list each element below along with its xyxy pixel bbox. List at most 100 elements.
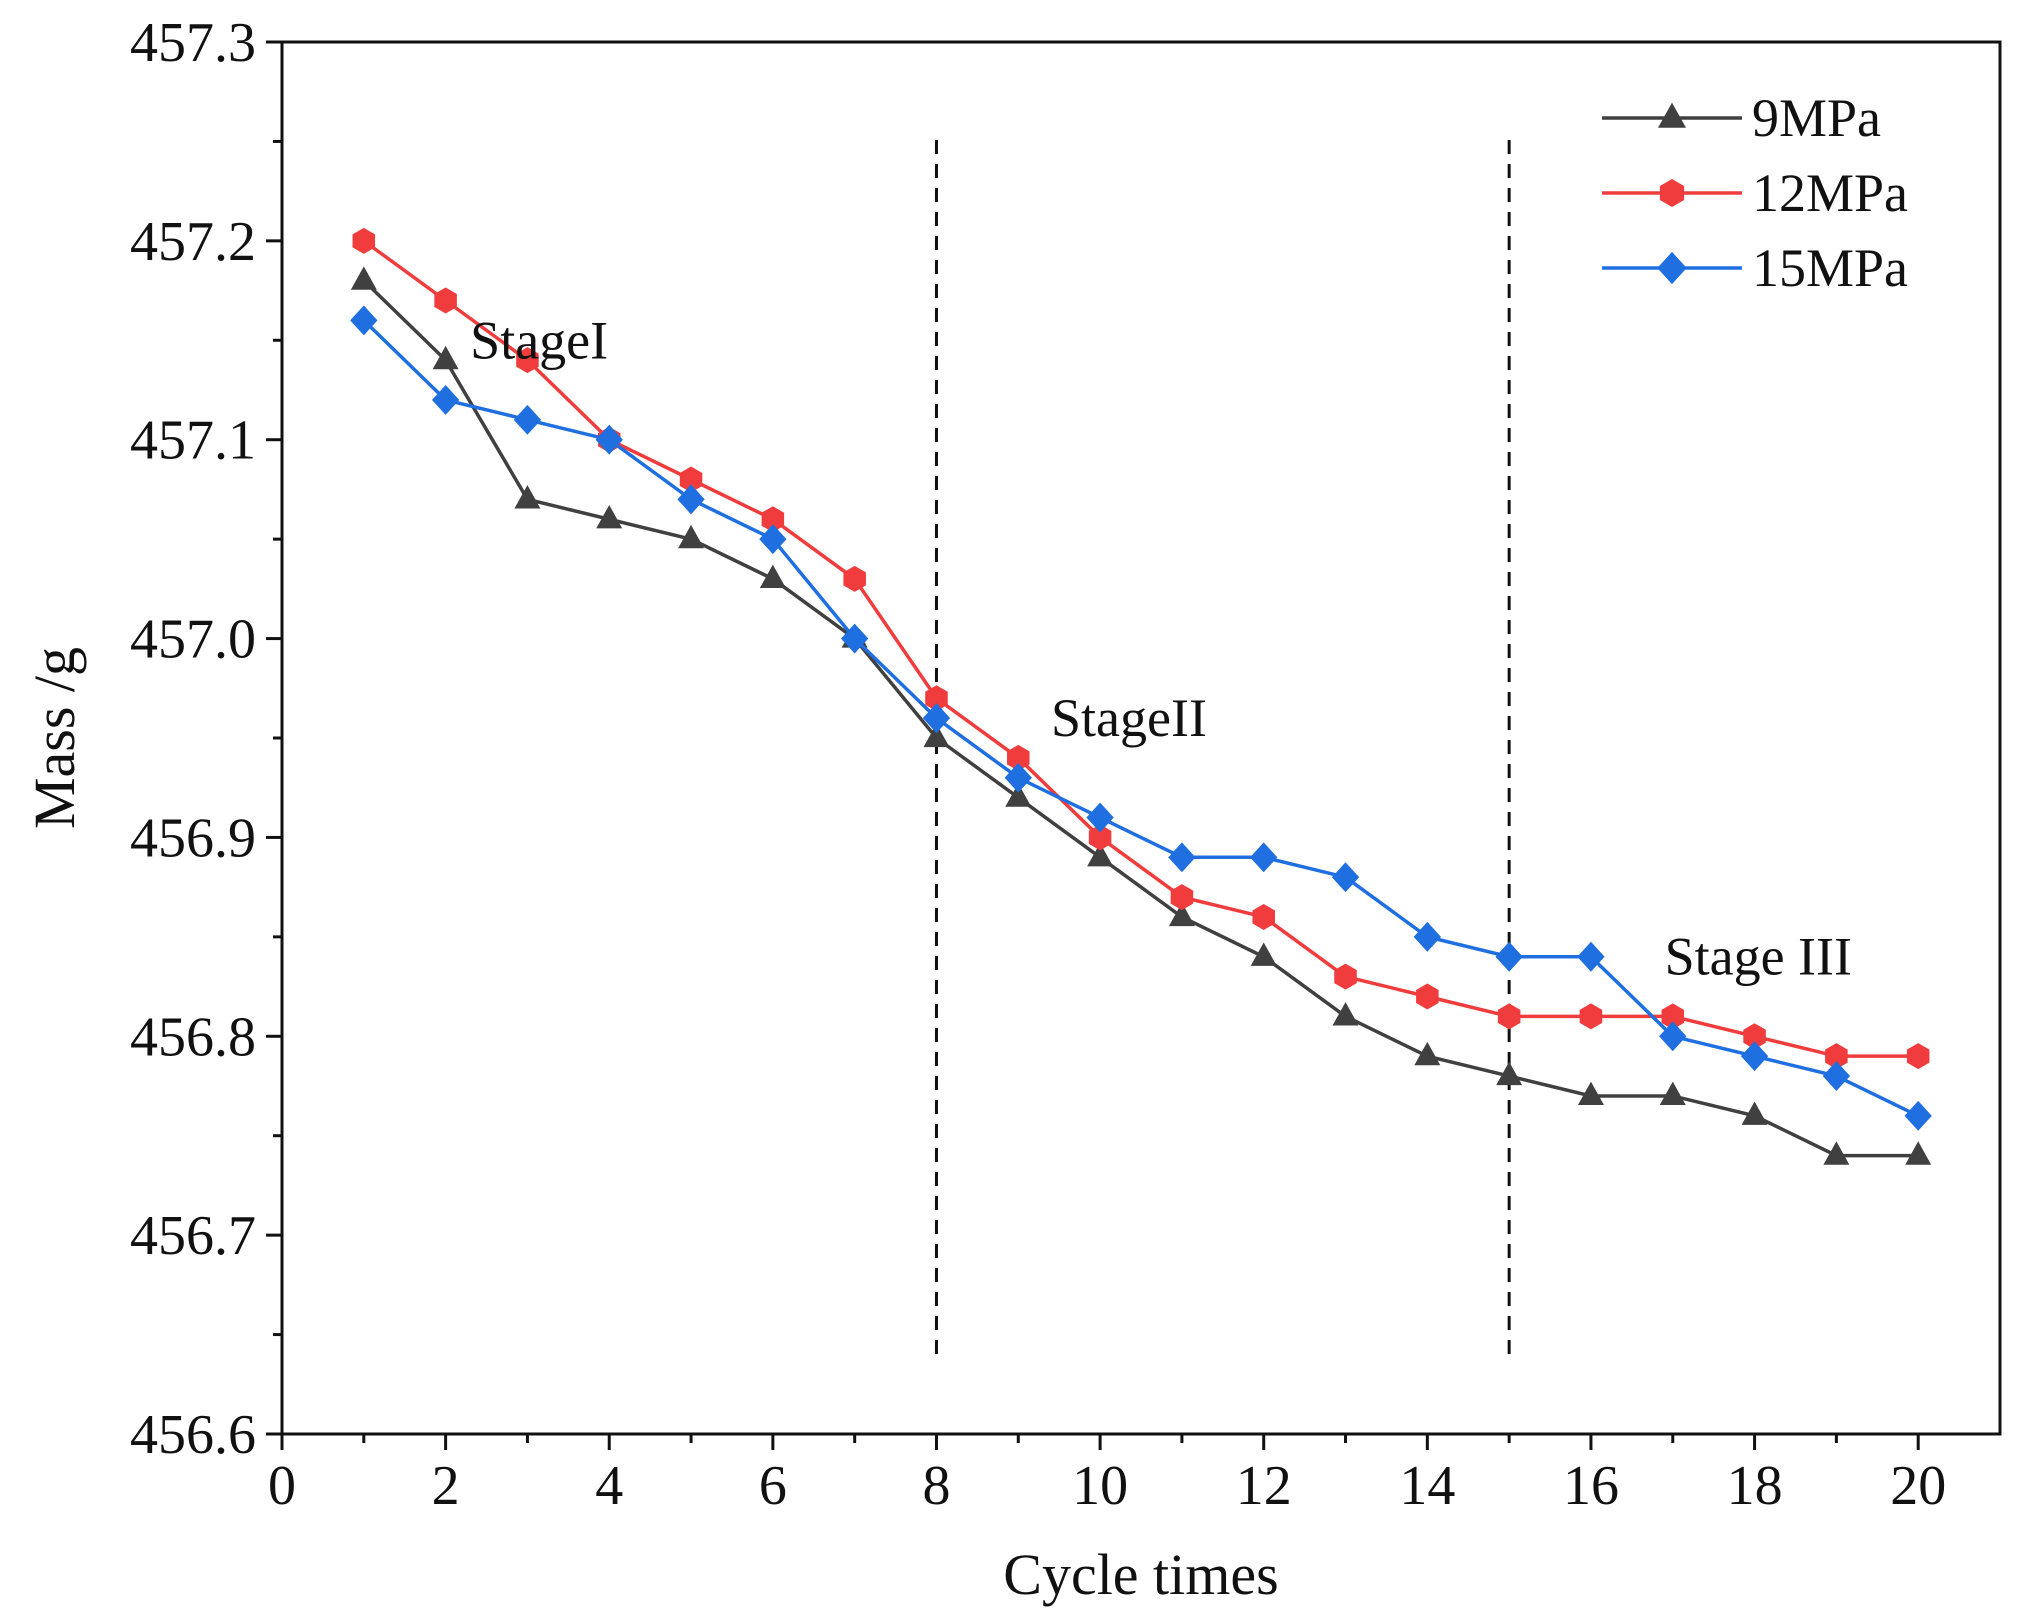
data-point (1168, 842, 1196, 873)
y-tick-label: 457.1 (130, 410, 256, 472)
data-point (1495, 941, 1523, 972)
data-point (1170, 884, 1194, 911)
series-15MPa (350, 305, 1932, 1131)
legend: 9MPa 12MPa 15MPa (1602, 88, 1908, 298)
data-point (1007, 744, 1030, 771)
x-tick-label: 14 (1399, 1455, 1455, 1517)
x-tick-label: 18 (1727, 1455, 1783, 1517)
data-point (1740, 1041, 1769, 1072)
y-tick-label: 456.7 (130, 1205, 256, 1267)
data-point (1088, 824, 1112, 851)
data-point (1823, 1141, 1850, 1165)
data-point (1250, 942, 1277, 966)
data-point (1496, 1061, 1523, 1086)
x-tick-label: 4 (595, 1455, 623, 1517)
series-line (362, 319, 1919, 1118)
data-point (678, 524, 705, 549)
stage-dividers (934, 140, 1511, 1362)
data-point (516, 347, 539, 374)
data-point (925, 685, 948, 712)
data-point (1659, 1021, 1687, 1052)
x-tick-label: 6 (759, 1455, 787, 1517)
series-12MPa (352, 227, 1930, 1070)
stage-annotations: StageI StageII Stage III (470, 310, 1852, 986)
series-line (362, 239, 1919, 1058)
data-point (1414, 1041, 1441, 1066)
x-tick-label: 8 (922, 1455, 950, 1517)
data-point (350, 305, 378, 336)
data-point (677, 484, 705, 515)
data-point (843, 565, 866, 592)
y-axis-title: Mass /g (22, 647, 87, 829)
legend-label: 9MPa (1752, 88, 1881, 148)
data-point (1005, 783, 1032, 807)
data-point (1577, 941, 1605, 972)
x-tick-label: 0 (268, 1455, 296, 1517)
data-point (1413, 921, 1441, 952)
legend-marker (1659, 179, 1685, 207)
data-point (352, 227, 376, 254)
legend-item: 15MPa (1602, 238, 1908, 298)
data-point (513, 404, 542, 435)
data-point (761, 506, 785, 533)
y-tick-label: 456.9 (130, 807, 256, 869)
data-point (923, 723, 950, 748)
data-point (1904, 1100, 1932, 1131)
data-point (1906, 1043, 1930, 1070)
x-tick-label: 12 (1236, 1455, 1292, 1517)
y-tick-label: 457.0 (130, 609, 256, 671)
data-point (1577, 1081, 1604, 1106)
data-point (350, 266, 377, 290)
data-point (434, 287, 457, 314)
data-point (1822, 1061, 1851, 1092)
data-point (1825, 1043, 1848, 1070)
data-point (1905, 1141, 1932, 1165)
data-point (1416, 983, 1439, 1010)
legend-item: 12MPa (1602, 163, 1908, 223)
data-point (595, 424, 623, 455)
data-point (1334, 963, 1357, 990)
data-point (1743, 1023, 1766, 1050)
data-point (1086, 802, 1114, 833)
y-tick-label: 456.6 (130, 1404, 256, 1466)
data-point (1250, 842, 1278, 873)
stage-label: StageI (470, 310, 608, 370)
data-point (1661, 1003, 1685, 1030)
data-point (1331, 862, 1360, 893)
data-point (1579, 1003, 1603, 1030)
data-point (1497, 1003, 1521, 1030)
data-point (759, 564, 786, 589)
data-point (1332, 1002, 1359, 1026)
series-group (350, 227, 1932, 1165)
data-point (1004, 762, 1032, 793)
x-tick-label: 20 (1890, 1455, 1946, 1517)
data-point (1087, 843, 1114, 867)
data-point (431, 384, 460, 415)
legend-label: 15MPa (1752, 238, 1908, 298)
legend-marker (1658, 102, 1686, 128)
legend-marker (1657, 251, 1687, 285)
legend-label: 12MPa (1752, 163, 1908, 223)
data-point (1741, 1101, 1768, 1125)
stage-label: StageII (1051, 688, 1207, 748)
x-axis-title: Cycle times (1003, 1542, 1278, 1607)
data-point (922, 703, 951, 734)
y-tick-label: 457.3 (130, 12, 256, 74)
x-tick-label: 2 (432, 1455, 460, 1517)
data-point (759, 524, 787, 555)
axes: 0 2 4 6 8 10 12 14 16 18 20 456.6 456.7 456.8 456.9 457… (130, 12, 1946, 1517)
data-point (596, 504, 623, 529)
data-point (1659, 1081, 1686, 1106)
data-point (1168, 902, 1195, 927)
data-point (679, 466, 703, 493)
data-point (841, 623, 869, 654)
data-point (1252, 903, 1275, 930)
y-tick-label: 456.8 (130, 1006, 256, 1068)
y-tick-label: 457.2 (130, 211, 256, 273)
data-point (514, 485, 541, 509)
x-tick-label: 10 (1072, 1455, 1128, 1517)
stage-label: Stage III (1665, 927, 1852, 987)
series-line (362, 279, 1919, 1158)
data-point (432, 345, 459, 370)
